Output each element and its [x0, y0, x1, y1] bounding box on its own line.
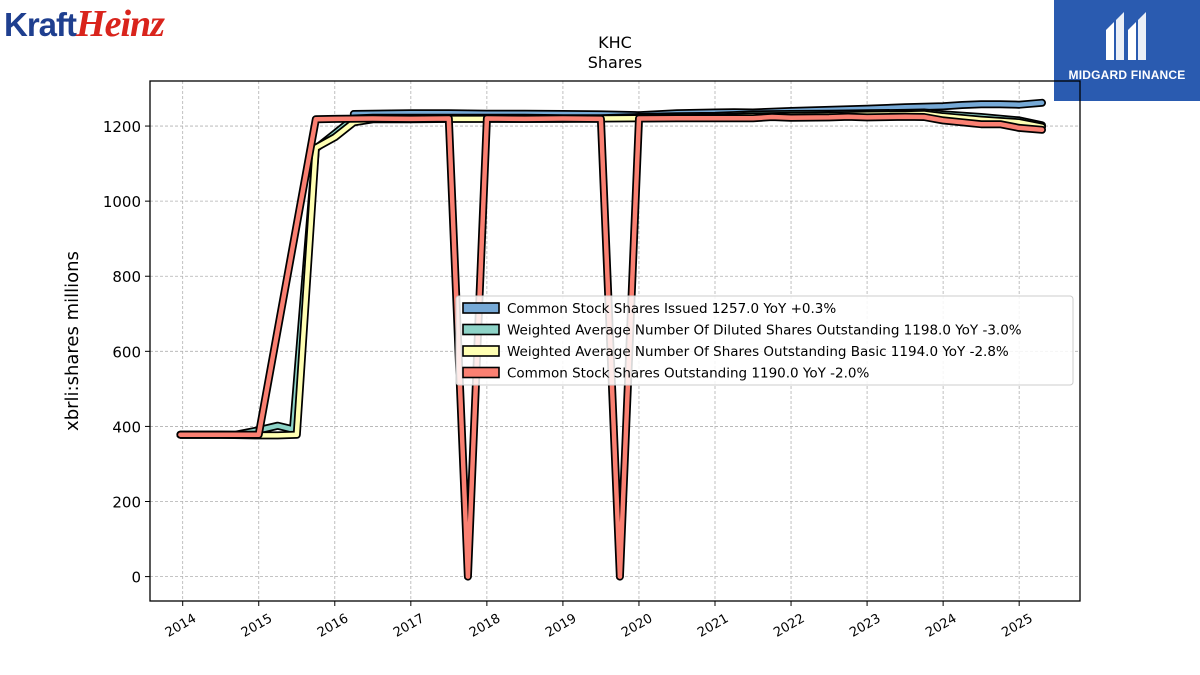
- y-tick-label-5: 1000: [103, 193, 141, 211]
- y-axis-label: xbrli:shares millions: [62, 251, 83, 431]
- x-tick-label-0: 2014: [163, 611, 199, 641]
- x-tick-label-4: 2018: [467, 611, 503, 641]
- legend-label-1: Weighted Average Number Of Diluted Share…: [507, 323, 1022, 339]
- x-tick-label-2: 2016: [315, 611, 351, 641]
- legend-label-3: Common Stock Shares Outstanding 1190.0 Y…: [507, 366, 870, 382]
- midgard-finance-badge: MIDGARD FINANCE: [1054, 0, 1200, 101]
- legend-label-2: Weighted Average Number Of Shares Outsta…: [507, 344, 1009, 360]
- plot-frame: [149, 80, 1081, 602]
- kraft-heinz-logo: KraftHeinz: [4, 2, 165, 45]
- x-tick-label-3: 2017: [391, 611, 427, 641]
- legend-swatch-1: [462, 323, 500, 336]
- chart-title: KHC: [598, 33, 632, 52]
- y-tick-label-0: 0: [131, 569, 141, 587]
- publisher-name: MIDGARD FINANCE: [1068, 68, 1186, 82]
- y-tick-label-4: 800: [112, 268, 141, 286]
- logo-word-heinz: Heinz: [76, 3, 165, 45]
- legend-swatch-3: [462, 366, 500, 379]
- x-tick-label-1: 2015: [239, 611, 275, 641]
- series-line-3: [178, 114, 1045, 579]
- x-tick-label-9: 2023: [847, 611, 883, 641]
- legend-box: [455, 295, 1074, 386]
- y-tick-label-3: 600: [112, 343, 141, 361]
- x-tick-label-8: 2022: [771, 611, 807, 641]
- y-tick-label-6: 1200: [103, 118, 141, 136]
- x-tick-label-7: 2021: [695, 611, 731, 641]
- legend-swatch-0: [462, 302, 500, 314]
- y-tick-label-1: 200: [112, 494, 141, 512]
- legend-label-0: Common Stock Shares Issued 1257.0 YoY +0…: [507, 301, 836, 317]
- x-tick-label-6: 2020: [619, 611, 655, 641]
- legend: Common Stock Shares Issued 1257.0 YoY +0…: [455, 295, 1074, 386]
- y-tick-label-2: 400: [112, 418, 141, 436]
- x-tick-label-5: 2019: [543, 611, 579, 641]
- midgard-logo-icon: [1106, 12, 1146, 60]
- chart-subtitle: Shares: [588, 53, 643, 72]
- x-tick-label-11: 2025: [999, 611, 1035, 641]
- legend-swatch-2: [462, 345, 500, 357]
- series-lines: [176, 98, 1046, 581]
- logo-word-kraft: Kraft: [4, 6, 77, 43]
- x-tick-label-10: 2024: [923, 611, 959, 641]
